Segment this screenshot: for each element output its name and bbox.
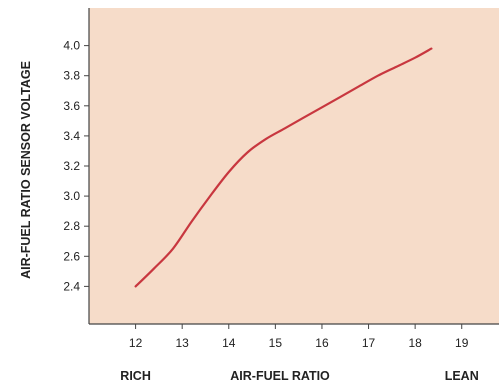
y-tick-label: 2.4: [63, 279, 80, 293]
y-tick-label: 3.4: [63, 129, 80, 143]
x-tick-label: 19: [455, 336, 469, 350]
plot-area: [89, 8, 499, 324]
x-tick-label: 13: [176, 336, 190, 350]
rich-label: RICH: [120, 369, 151, 383]
x-tick-label: 18: [408, 336, 422, 350]
y-tick-label: 3.8: [63, 69, 80, 83]
y-axis-title: AIR-FUEL RATIO SENSOR VOLTAGE: [19, 61, 33, 279]
x-axis-title: AIR-FUEL RATIO: [230, 369, 330, 383]
y-axis-ticks: 2.4 2.6 2.8 3.0 3.2 3.4 3.6 3.8 4.0: [63, 39, 89, 294]
y-tick-label: 3.2: [63, 159, 80, 173]
x-tick-label: 17: [362, 336, 376, 350]
lean-label: LEAN: [445, 369, 479, 383]
x-tick-label: 12: [129, 336, 143, 350]
y-tick-label: 3.0: [63, 189, 80, 203]
y-tick-label: 2.8: [63, 219, 80, 233]
y-tick-label: 3.6: [63, 99, 80, 113]
x-tick-label: 14: [222, 336, 236, 350]
x-tick-label: 15: [269, 336, 283, 350]
y-tick-label: 4.0: [63, 39, 80, 53]
y-tick-label: 2.6: [63, 249, 80, 263]
x-axis-ticks: 12 13 14 15 16 17 18 19: [129, 324, 469, 350]
x-tick-label: 16: [315, 336, 329, 350]
